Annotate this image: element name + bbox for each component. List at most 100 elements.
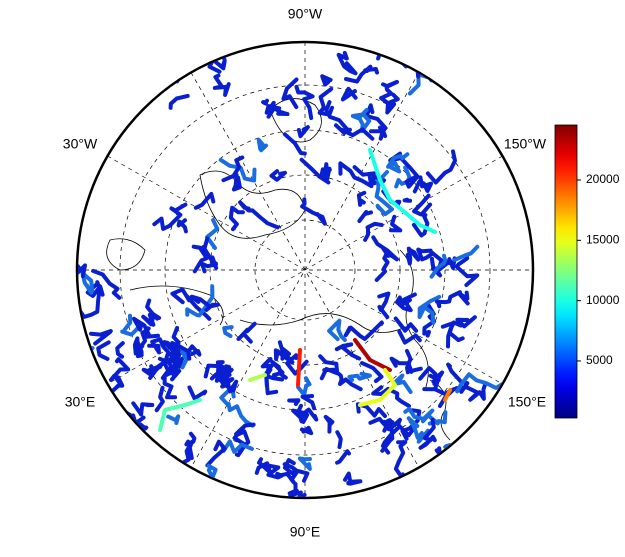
- river: [335, 430, 343, 450]
- river: [170, 326, 192, 361]
- river: [374, 249, 390, 282]
- river: [285, 353, 309, 376]
- river: [344, 64, 379, 84]
- river: [187, 385, 208, 401]
- river: [371, 385, 411, 408]
- river: [320, 74, 333, 87]
- river: [297, 456, 312, 471]
- river: [371, 235, 399, 262]
- river: [264, 100, 282, 115]
- river: [131, 401, 155, 417]
- river: [205, 218, 220, 250]
- river: [141, 474, 173, 497]
- river: [207, 57, 227, 74]
- river: [357, 210, 373, 223]
- river: [222, 325, 234, 338]
- river: [166, 414, 181, 425]
- river: [429, 250, 457, 273]
- river: [115, 341, 125, 359]
- colorbar-tick-label: 20000: [586, 172, 620, 186]
- longitude-label: 30°W: [63, 136, 98, 152]
- river: [405, 246, 421, 266]
- river: [393, 440, 408, 479]
- river: [177, 349, 192, 370]
- river: [340, 86, 358, 102]
- river: [184, 431, 197, 447]
- river: [238, 200, 280, 230]
- river: [432, 54, 447, 72]
- river: [287, 482, 307, 497]
- river: [170, 348, 182, 366]
- river: [318, 354, 340, 381]
- river: [393, 316, 419, 333]
- river: [109, 357, 131, 393]
- river: [296, 125, 310, 139]
- river: [374, 170, 394, 217]
- river: [280, 347, 291, 361]
- longitude-label: 90°W: [288, 6, 323, 22]
- river: [266, 463, 284, 480]
- longitude-label: 90°E: [290, 524, 321, 540]
- river: [454, 382, 488, 402]
- river: [152, 202, 188, 231]
- river: [219, 364, 232, 381]
- latitude-circle: [119, 84, 491, 456]
- river: [193, 191, 216, 210]
- river: [334, 342, 362, 361]
- river: [323, 414, 335, 434]
- river: [120, 313, 142, 337]
- river: [338, 161, 374, 189]
- river: [154, 385, 165, 413]
- colorbar-tick-label: 15000: [586, 232, 620, 246]
- river: [386, 152, 410, 174]
- river: [392, 373, 413, 394]
- river: [95, 386, 111, 393]
- river: [363, 221, 384, 242]
- colorbar-tick-label: 10000: [586, 293, 620, 307]
- river: [327, 318, 347, 342]
- river: [162, 369, 178, 400]
- river: [296, 348, 302, 387]
- river: [377, 291, 391, 320]
- river: [203, 363, 229, 388]
- river: [141, 312, 162, 327]
- river: [364, 103, 388, 134]
- river: [236, 422, 256, 453]
- colorbar-ticks: 5000 10000 15000 20000: [577, 172, 620, 367]
- river: [455, 372, 505, 394]
- river: [388, 214, 403, 233]
- river: [355, 402, 387, 418]
- river: [185, 284, 215, 318]
- river: [336, 50, 358, 76]
- longitude-labels: 90°W 30°W 150°W 30°E 150°E 90°E: [63, 6, 547, 540]
- river: [294, 84, 315, 120]
- river: [395, 292, 417, 313]
- river: [269, 169, 287, 182]
- river: [343, 471, 363, 486]
- river: [282, 132, 307, 156]
- river: [417, 294, 442, 325]
- river: [317, 87, 334, 117]
- river: [248, 373, 267, 382]
- river: [191, 236, 210, 274]
- river: [343, 320, 384, 341]
- river: [222, 487, 234, 497]
- river: [80, 271, 95, 295]
- river: [443, 388, 452, 402]
- river: [347, 371, 372, 382]
- river: [405, 349, 414, 375]
- river: [287, 398, 301, 406]
- river: [92, 410, 115, 428]
- longitude-label: 150°W: [504, 136, 547, 152]
- river: [350, 108, 372, 134]
- river: [446, 320, 463, 349]
- river: [78, 263, 87, 279]
- river: [296, 376, 312, 397]
- colorbar-tick-label: 5000: [586, 353, 613, 367]
- river: [360, 361, 384, 383]
- river: [221, 155, 245, 183]
- river: [454, 255, 480, 287]
- river: [296, 403, 319, 424]
- river: [397, 329, 422, 345]
